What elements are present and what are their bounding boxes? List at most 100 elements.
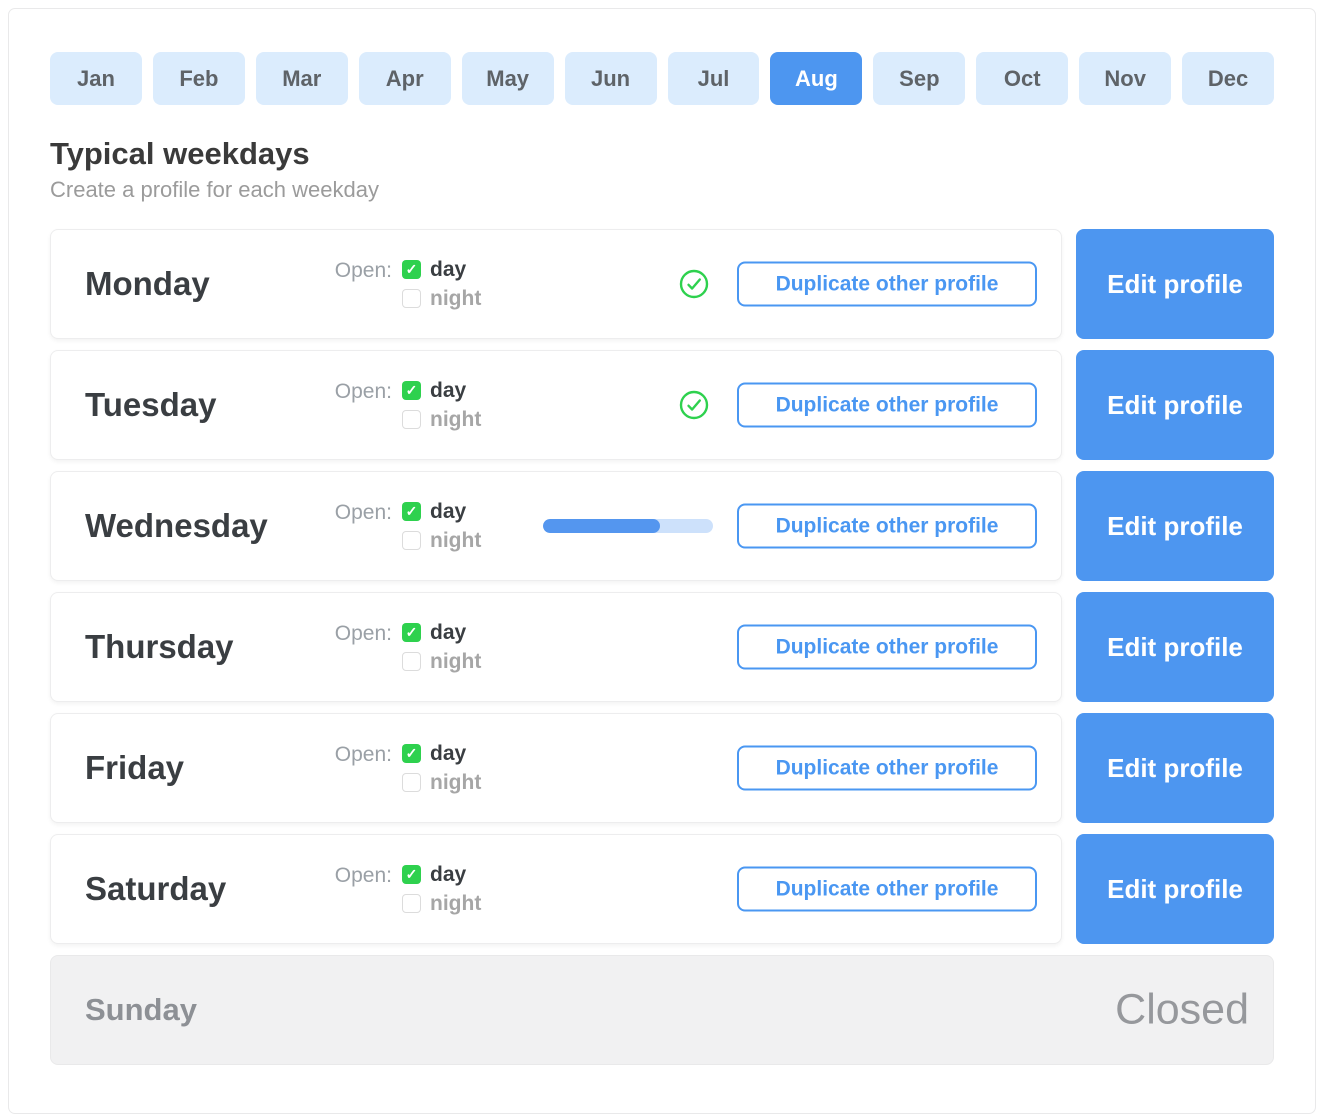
day-checkbox[interactable]: ✓ day: [402, 259, 481, 280]
checkbox-unchecked-icon[interactable]: [402, 289, 421, 308]
day-option-label: day: [430, 379, 467, 402]
day-card: Saturday Open: ✓ day night: [50, 834, 1062, 944]
open-label: Open:: [334, 622, 392, 645]
night-option-label: night: [430, 892, 482, 915]
tab-aug-active[interactable]: Aug: [770, 52, 863, 105]
day-row-friday: Friday Open: ✓ day night: [50, 713, 1274, 823]
open-group: Open: ✓ day night: [251, 259, 482, 309]
tab-jan[interactable]: Jan: [50, 52, 142, 105]
checkbox-checked-icon[interactable]: ✓: [402, 381, 421, 400]
open-label: Open:: [334, 501, 392, 524]
checkbox-checked-icon[interactable]: ✓: [402, 623, 421, 642]
day-row-saturday: Saturday Open: ✓ day night: [50, 834, 1274, 944]
checkbox-unchecked-icon[interactable]: [402, 894, 421, 913]
day-checkbox[interactable]: ✓ day: [402, 743, 481, 764]
open-label: Open:: [334, 864, 392, 887]
progress-bar-fill: [543, 519, 661, 533]
open-label: Open:: [334, 259, 392, 282]
tab-jun[interactable]: Jun: [564, 52, 657, 105]
night-checkbox[interactable]: night: [402, 530, 481, 551]
edit-profile-button[interactable]: Edit profile: [1076, 229, 1274, 339]
night-option-label: night: [430, 529, 482, 552]
duplicate-profile-button[interactable]: Duplicate other profile: [737, 503, 1037, 549]
day-name: Monday: [85, 265, 210, 302]
checkbox-unchecked-icon[interactable]: [402, 531, 421, 550]
check-circle-icon: [679, 269, 709, 299]
open-group: Open: ✓ day night: [251, 380, 482, 430]
day-checkbox[interactable]: ✓ day: [402, 501, 481, 522]
check-stack: ✓ day night: [402, 864, 481, 914]
day-option-label: day: [430, 621, 467, 644]
day-card: Friday Open: ✓ day night: [50, 713, 1062, 823]
duplicate-profile-button[interactable]: Duplicate other profile: [737, 624, 1037, 670]
checkbox-unchecked-icon[interactable]: [402, 410, 421, 429]
day-name: Wednesday: [85, 507, 268, 544]
edit-profile-button[interactable]: Edit profile: [1076, 834, 1274, 944]
day-row-wednesday: Wednesday Open: ✓ day night: [50, 471, 1274, 581]
day-name: Friday: [85, 749, 185, 786]
day-name: Sunday: [85, 992, 197, 1027]
day-row-tuesday: Tuesday Open: ✓ day night: [50, 350, 1274, 460]
open-group: Open: ✓ day night: [251, 743, 482, 793]
day-name: Saturday: [85, 870, 227, 907]
night-option-label: night: [430, 650, 482, 673]
tab-apr[interactable]: Apr: [358, 52, 451, 105]
day-card-closed: Sunday Closed: [50, 955, 1274, 1065]
checkbox-unchecked-icon[interactable]: [402, 773, 421, 792]
check-stack: ✓ day night: [402, 743, 481, 793]
open-group: Open: ✓ day night: [251, 864, 482, 914]
checkbox-checked-icon[interactable]: ✓: [402, 502, 421, 521]
day-option-label: day: [430, 742, 467, 765]
night-option-label: night: [430, 771, 482, 794]
closed-label: Closed: [1115, 985, 1249, 1034]
day-checkbox[interactable]: ✓ day: [402, 380, 481, 401]
edit-profile-button[interactable]: Edit profile: [1076, 592, 1274, 702]
day-name: Thursday: [85, 628, 234, 665]
tab-jul[interactable]: Jul: [667, 52, 760, 105]
open-label: Open:: [334, 380, 392, 403]
tab-feb[interactable]: Feb: [152, 52, 245, 105]
checkbox-checked-icon[interactable]: ✓: [402, 260, 421, 279]
day-card: Tuesday Open: ✓ day night: [50, 350, 1062, 460]
duplicate-profile-button[interactable]: Duplicate other profile: [737, 382, 1037, 428]
night-option-label: night: [430, 408, 482, 431]
check-stack: ✓ day night: [402, 501, 481, 551]
day-card: Monday Open: ✓ day night: [50, 229, 1062, 339]
day-option-label: day: [430, 258, 467, 281]
check-stack: ✓ day night: [402, 622, 481, 672]
check-stack: ✓ day night: [402, 259, 481, 309]
day-name: Tuesday: [85, 386, 217, 423]
day-option-label: day: [430, 863, 467, 886]
day-checkbox[interactable]: ✓ day: [402, 864, 481, 885]
day-checkbox[interactable]: ✓ day: [402, 622, 481, 643]
night-checkbox[interactable]: night: [402, 893, 481, 914]
progress-bar: [543, 519, 713, 533]
day-rows: Monday Open: ✓ day night: [50, 229, 1274, 1065]
month-tabs: Jan Feb Mar Apr May Jun Jul Aug Sep Oct …: [50, 52, 1275, 105]
edit-profile-button[interactable]: Edit profile: [1076, 713, 1274, 823]
page: Jan Feb Mar Apr May Jun Jul Aug Sep Oct …: [8, 8, 1316, 1114]
tab-dec[interactable]: Dec: [1182, 52, 1275, 105]
edit-profile-button[interactable]: Edit profile: [1076, 471, 1274, 581]
night-checkbox[interactable]: night: [402, 288, 481, 309]
tab-sep[interactable]: Sep: [873, 52, 966, 105]
tab-oct[interactable]: Oct: [976, 52, 1069, 105]
tab-mar[interactable]: Mar: [255, 52, 348, 105]
night-checkbox[interactable]: night: [402, 772, 481, 793]
open-label: Open:: [334, 743, 392, 766]
day-card: Wednesday Open: ✓ day night: [50, 471, 1062, 581]
duplicate-profile-button[interactable]: Duplicate other profile: [737, 745, 1037, 791]
night-checkbox[interactable]: night: [402, 651, 481, 672]
tab-may[interactable]: May: [461, 52, 554, 105]
duplicate-profile-button[interactable]: Duplicate other profile: [737, 866, 1037, 912]
page-subtitle: Create a profile for each weekday: [50, 177, 379, 202]
edit-profile-button[interactable]: Edit profile: [1076, 350, 1274, 460]
checkbox-checked-icon[interactable]: ✓: [402, 744, 421, 763]
day-card: Thursday Open: ✓ day night: [50, 592, 1062, 702]
duplicate-profile-button[interactable]: Duplicate other profile: [737, 261, 1037, 307]
checkbox-unchecked-icon[interactable]: [402, 652, 421, 671]
night-checkbox[interactable]: night: [402, 409, 481, 430]
checkbox-checked-icon[interactable]: ✓: [402, 865, 421, 884]
tab-nov[interactable]: Nov: [1079, 52, 1172, 105]
